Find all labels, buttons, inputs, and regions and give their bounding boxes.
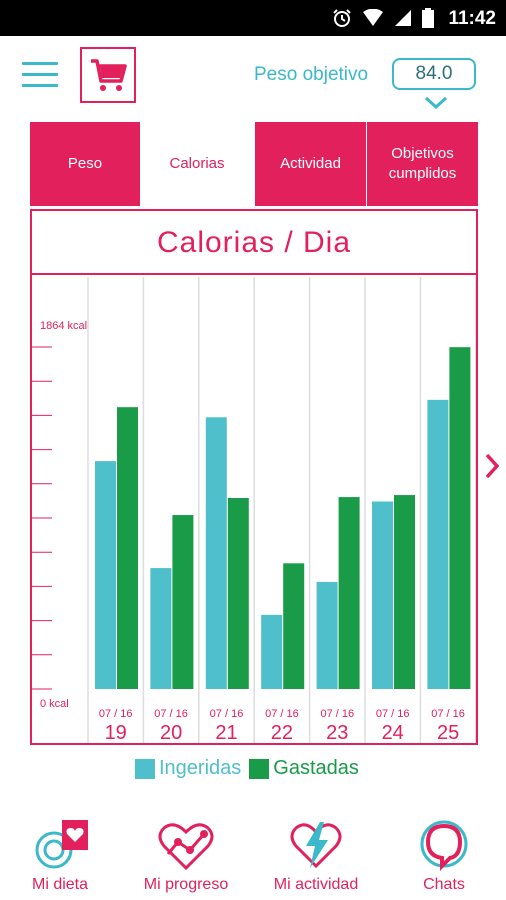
tab-bar: Peso Calorias Actividad Objetivos cumpli… — [30, 122, 478, 206]
legend-label: Gastadas — [273, 757, 359, 779]
nav-label: Chats — [423, 876, 465, 893]
nav-label: Mi dieta — [31, 876, 89, 893]
app-header: Peso objetivo 84.0 — [0, 36, 506, 120]
alarm-icon — [333, 9, 351, 27]
legend-item-ingeridas: Ingeridas — [135, 757, 241, 780]
chart-legend: Ingeridas Gastadas — [135, 757, 367, 780]
chart-title: Calorias / Dia — [32, 211, 476, 275]
nav-mi-progreso[interactable]: Mi progreso — [126, 810, 246, 900]
bar-gastadas — [172, 515, 194, 689]
tab-objetivos-cumplidos[interactable]: Objetivos cumplidos — [367, 122, 478, 206]
bar-gastadas — [227, 498, 249, 689]
hamburger-line — [22, 84, 58, 87]
status-icons — [332, 8, 434, 28]
wifi-icon — [363, 9, 383, 26]
x-axis-month-label: 07 / 16 — [376, 708, 410, 720]
bar-ingeridas — [261, 614, 283, 689]
bar-ingeridas — [205, 417, 227, 689]
nav-mi-actividad[interactable]: Mi actividad — [256, 810, 376, 900]
nav-label: Mi progreso — [143, 876, 229, 893]
bottom-nav: Mi dieta Mi progreso Mi actividad Chats — [0, 810, 506, 900]
bar-ingeridas — [372, 501, 393, 689]
x-axis-day-label: 19 — [105, 722, 127, 743]
tab-actividad[interactable]: Actividad — [255, 122, 366, 206]
legend-label: Ingeridas — [159, 757, 242, 779]
cart-button[interactable] — [80, 47, 136, 103]
cart-icon — [91, 59, 127, 91]
nav-mi-dieta[interactable]: Mi dieta — [0, 810, 120, 900]
bar-gastadas — [394, 495, 415, 689]
x-axis-month-label: 07 / 16 — [265, 708, 299, 720]
y-axis-max-label: 1864 kcal — [40, 320, 87, 332]
nav-label: Mi actividad — [273, 876, 359, 893]
calories-chart: 1864 kcal 0 kcal 07 / 16 19 07 / 16 20 07 / 16… — [32, 277, 476, 743]
progress-heart-icon — [158, 823, 214, 871]
status-bar: 11:42 — [0, 0, 506, 36]
bar-gastadas — [449, 347, 471, 689]
menu-button[interactable] — [22, 62, 58, 88]
bar-ingeridas — [150, 568, 172, 689]
x-axis-day-label: 23 — [326, 722, 348, 743]
legend-swatch — [135, 758, 155, 779]
chevron-right-icon[interactable] — [484, 452, 500, 480]
hamburger-line — [22, 62, 58, 65]
x-axis-day-label: 21 — [215, 722, 237, 743]
chat-bubble-icon — [420, 820, 468, 871]
x-axis-month-label: 07 / 16 — [154, 708, 188, 720]
bar-ingeridas — [316, 582, 338, 689]
x-axis-day-label: 22 — [271, 722, 293, 743]
chevron-down-icon[interactable] — [424, 96, 448, 110]
goal-weight-value[interactable]: 84.0 — [392, 58, 476, 90]
bar-gastadas — [117, 407, 138, 689]
x-axis-day-label: 24 — [382, 722, 404, 743]
diet-icon — [35, 820, 88, 869]
nav-chats[interactable]: Chats — [384, 810, 504, 900]
x-axis-day-label: 20 — [160, 722, 182, 743]
bar-gastadas — [283, 563, 305, 689]
bar-ingeridas — [95, 461, 116, 689]
x-axis-month-label: 07 / 16 — [320, 708, 354, 720]
chart-card: Calorias / Dia 1864 kcal 0 kcal 07 / 16 19 0… — [30, 209, 478, 745]
tab-calorias[interactable]: Calorias — [140, 122, 254, 206]
bar-gastadas — [338, 497, 360, 689]
legend-item-gastadas: Gastadas — [249, 757, 359, 780]
bar-ingeridas — [427, 399, 449, 689]
tab-peso[interactable]: Peso — [30, 122, 140, 206]
hamburger-line — [22, 73, 58, 76]
x-axis-month-label: 07 / 16 — [431, 708, 465, 720]
goal-weight-label: Peso objetivo — [254, 64, 369, 85]
signal-icon — [395, 10, 411, 26]
legend-swatch — [249, 758, 270, 779]
x-axis-day-label: 25 — [437, 722, 459, 743]
status-time: 11:42 — [448, 8, 496, 29]
x-axis-month-label: 07 / 16 — [99, 708, 133, 720]
y-axis-min-label: 0 kcal — [40, 698, 69, 710]
battery-icon — [422, 8, 434, 28]
activity-heart-icon — [290, 822, 342, 869]
x-axis-month-label: 07 / 16 — [210, 708, 244, 720]
